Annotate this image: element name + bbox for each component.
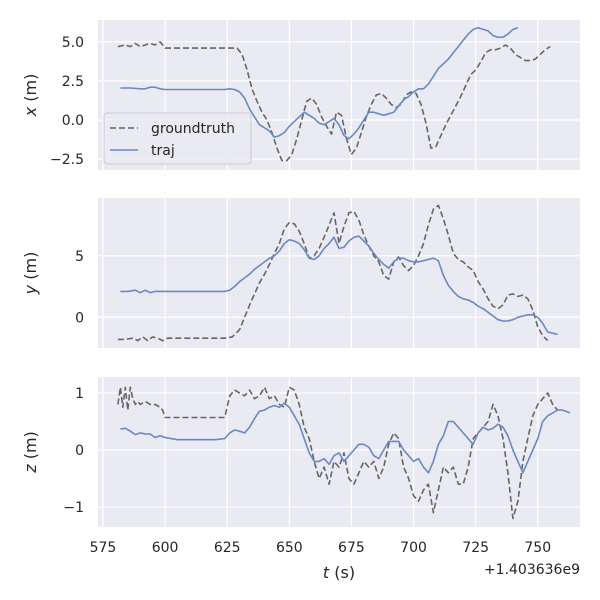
plot-area [98,198,580,348]
subplots: −2.5 0.0 2.5 5.0 x (m) groundtruth traj 0 5 y (m)… [21,20,580,556]
series-line-groundtruth [117,204,549,342]
x-tick-label: 600 [152,540,179,556]
subplot-1: −2.5 0.0 2.5 5.0 x (m) groundtruth traj [21,20,580,170]
y-axis-label: z (m) [21,431,40,474]
series-line-traj [120,26,519,140]
legend-label-groundtruth: groundtruth [151,121,235,137]
series-line-traj [120,235,558,336]
series-line-traj [120,402,571,474]
y-tick-label: 5.0 [62,35,84,51]
y-tick-label: 0.0 [62,113,84,129]
y-tick-label: 5 [75,249,84,265]
x-tick-label: 700 [400,540,427,556]
y-tick-label: 0 [75,443,84,459]
y-tick-label: 0 [75,310,84,326]
x-axis-label: t (s) [323,563,355,582]
series-line-groundtruth [117,41,551,162]
x-tick-label: 725 [462,540,489,556]
plot-area [98,377,580,527]
x-tick-label: 650 [276,540,303,556]
series-line-groundtruth [117,386,559,520]
subplot-3: −1 0 1 z (m) 575 600 625 650 675 700 725 750 [21,377,580,556]
x-tick-label: 625 [214,540,241,556]
legend-label-traj: traj [151,143,175,159]
x-tick-label: 750 [524,540,551,556]
y-tick-label: −1 [63,500,84,516]
x-tick-label: 575 [90,540,117,556]
legend-box [103,112,252,165]
y-tick-label: 1 [75,386,84,402]
legend: groundtruth traj [103,112,252,165]
y-axis-label: y (m) [21,252,40,296]
subplot-2: 0 5 y (m) [21,198,580,348]
y-tick-label: 2.5 [62,74,84,90]
x-axis-offset-label: +1.403636e9 [484,562,580,578]
y-axis-label: x (m) [21,74,40,118]
x-tick-label: 675 [338,540,365,556]
y-tick-label: −2.5 [50,152,84,168]
